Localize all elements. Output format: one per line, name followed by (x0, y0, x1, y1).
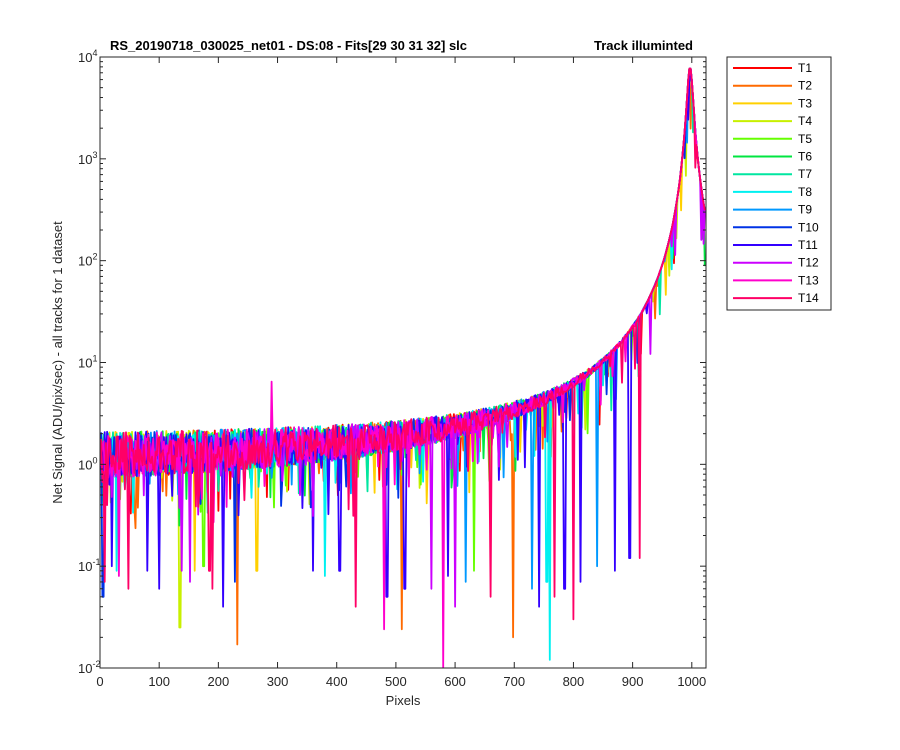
x-tick-label: 300 (267, 674, 289, 689)
y-tick-exponent: 0 (92, 455, 97, 465)
y-tick-label: 104 (78, 48, 97, 65)
legend-label: T1 (798, 61, 812, 75)
legend-label: T9 (798, 203, 812, 217)
legend-label: T4 (798, 114, 812, 128)
legend-label: T13 (798, 273, 819, 287)
y-tick-base: 10 (78, 661, 92, 676)
x-tick-label: 0 (96, 674, 103, 689)
series-line-t14 (100, 67, 706, 621)
x-tick-label: 700 (503, 674, 525, 689)
x-tick-label: 500 (385, 674, 407, 689)
x-axis: 0 100 200 300 400 500 600 700 800 900 1000 (96, 57, 706, 689)
y-tick-label: 10-2 (78, 659, 100, 676)
x-axis-label: Pixels (386, 693, 421, 708)
legend-label: T3 (798, 96, 812, 110)
legend-items: T1 T2 T3 T4 T5 T6 T7 T8 T9 T10 T11 T12 T13 T14 (733, 61, 819, 305)
y-tick-base: 10 (78, 152, 92, 167)
legend-label: T5 (798, 132, 812, 146)
y-tick-base: 10 (78, 50, 92, 65)
legend: T1 T2 T3 T4 T5 T6 T7 T8 T9 T10 T11 T12 T13 T14 (726, 56, 832, 311)
chart-subtitle: Track illuminted (594, 38, 693, 53)
legend-label: T7 (798, 167, 812, 181)
y-tick-exponent: -1 (92, 557, 100, 567)
y-tick-label: 103 (78, 150, 97, 167)
legend-label: T14 (798, 291, 819, 305)
y-tick-exponent: 1 (92, 354, 97, 364)
y-tick-label: 10-1 (78, 557, 100, 574)
y-tick-exponent: 4 (92, 48, 97, 58)
legend-label: T2 (798, 79, 812, 93)
legend-label: T12 (798, 256, 819, 270)
x-tick-label: 200 (208, 674, 230, 689)
y-axis-label: Net Signal (ADU/pix/sec) - all tracks fo… (50, 221, 65, 504)
y-tick-exponent: 2 (92, 252, 97, 262)
y-tick-base: 10 (78, 457, 92, 472)
legend-label: T10 (798, 220, 819, 234)
y-tick-base: 10 (78, 356, 92, 371)
plot-area: 0 100 200 300 400 500 600 700 800 900 1000 10-210-… (78, 48, 707, 689)
x-tick-label: 100 (148, 674, 170, 689)
legend-label: T6 (798, 150, 812, 164)
legend-label: T11 (798, 238, 818, 252)
x-tick-label: 400 (326, 674, 348, 689)
y-tick-base: 10 (78, 559, 92, 574)
y-tick-label: 102 (78, 252, 97, 269)
legend-label: T8 (798, 185, 812, 199)
chart-title: RS_20190718_030025_net01 - DS:08 - Fits[… (110, 38, 467, 53)
y-tick-label: 101 (78, 354, 97, 371)
y-tick-exponent: -2 (92, 659, 100, 669)
y-tick-base: 10 (78, 254, 92, 269)
x-tick-label: 600 (444, 674, 466, 689)
y-tick-exponent: 3 (92, 150, 97, 160)
y-tick-label: 100 (78, 455, 97, 472)
x-tick-label: 800 (563, 674, 585, 689)
series-layer (100, 67, 706, 668)
legend-box (726, 56, 832, 311)
x-tick-label: 1000 (677, 674, 706, 689)
x-tick-label: 900 (622, 674, 644, 689)
